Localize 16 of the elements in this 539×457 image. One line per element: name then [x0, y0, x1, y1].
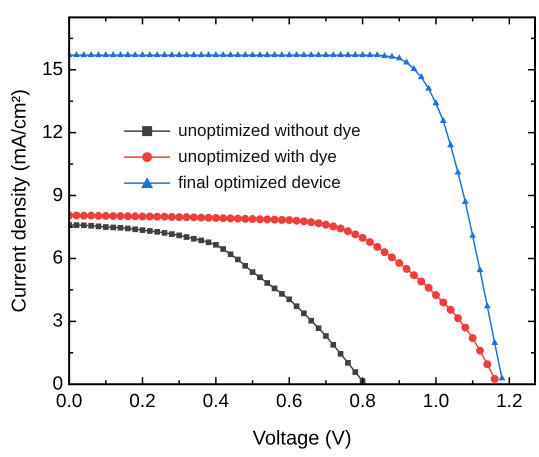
y-tick-label: 3 — [52, 310, 64, 332]
x-tick-label: 0.4 — [202, 390, 230, 412]
legend-label: unoptimized with dye — [178, 146, 337, 166]
y-tick-label: 15 — [42, 59, 64, 80]
y-axis-title: Current density (mA/cm²) — [8, 89, 31, 312]
x-tick-label: 0.8 — [349, 390, 376, 412]
x-tick-label: 0.6 — [276, 390, 302, 412]
y-tick-label: 6 — [52, 248, 64, 269]
x-tick-label: 0.2 — [129, 390, 156, 412]
legend-label: final optimized device — [178, 172, 341, 192]
legend-label: unoptimized without dye — [178, 120, 361, 140]
x-axis-title: Voltage (V) — [252, 428, 352, 450]
x-tick-label: 1.0 — [422, 390, 450, 412]
y-tick-label: 12 — [42, 122, 64, 143]
x-tick-label: 1.2 — [496, 390, 523, 412]
y-tick-label: 9 — [52, 184, 64, 206]
